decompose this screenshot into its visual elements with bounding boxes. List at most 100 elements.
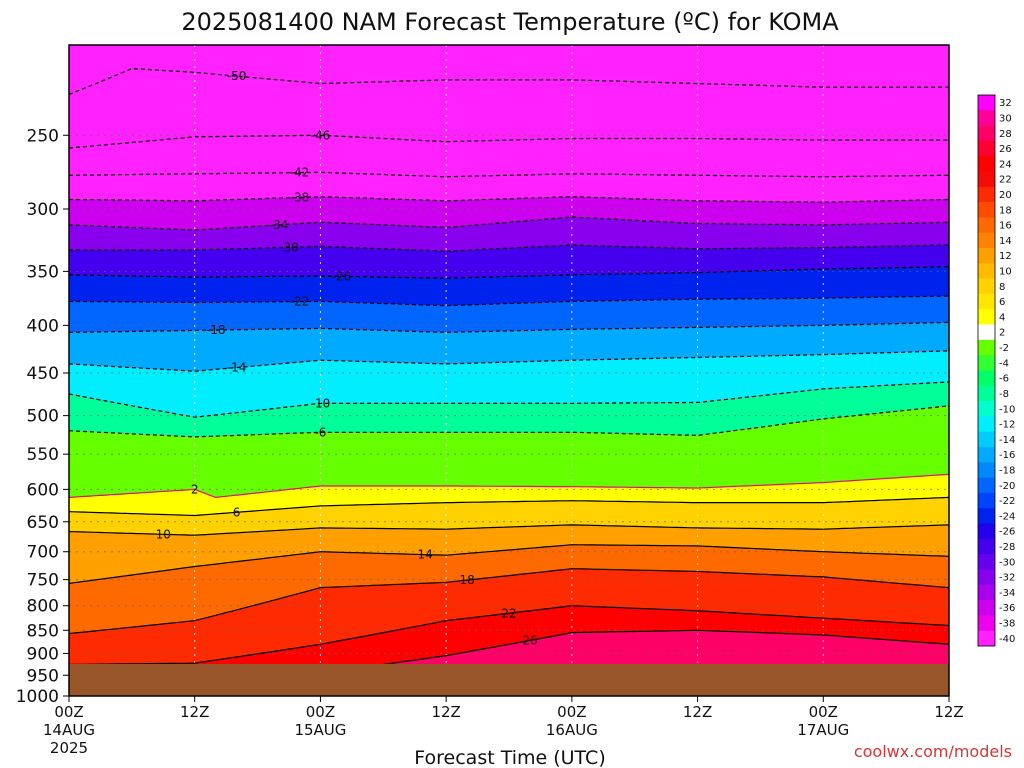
temperature-band	[69, 524, 949, 584]
temperature-band	[69, 350, 949, 418]
isotherm-label: 2	[191, 482, 199, 496]
colorbar-label: 14	[999, 236, 1012, 247]
ground-below-surface	[69, 664, 949, 696]
colorbar-label: -4	[999, 358, 1009, 369]
plot-frame	[68, 44, 950, 697]
isotherm-label: 6	[233, 505, 241, 519]
colorbar-swatch	[978, 523, 995, 540]
temperature-band	[69, 68, 949, 148]
y-tick-label: 500	[27, 407, 59, 427]
x-tick-date: 17AUG	[797, 721, 849, 739]
isotherm-label: -26	[332, 269, 352, 283]
isotherm-line	[69, 568, 949, 635]
colorbar-swatch	[978, 171, 995, 188]
temperature-band	[69, 544, 949, 634]
colorbar-swatch	[978, 186, 995, 203]
colorbar-label: -12	[999, 420, 1015, 431]
colorbar-label: -18	[999, 465, 1015, 476]
colorbar-swatch	[978, 293, 995, 310]
y-tick-label: 950	[27, 666, 59, 686]
colorbar-swatch	[978, 569, 995, 586]
colorbar-swatch	[978, 110, 995, 126]
y-tick-label: 400	[27, 316, 59, 336]
colorbar-swatch	[978, 584, 995, 601]
temperature-band	[69, 217, 949, 252]
chart-title: 2025081400 NAM Forecast Temperature (ºC)…	[181, 8, 839, 36]
y-tick-label: 700	[27, 543, 59, 563]
y-tick-label: 850	[27, 621, 59, 641]
temperature-band	[69, 605, 949, 682]
colorbar-label: -24	[999, 511, 1015, 522]
y-tick-label: 300	[27, 200, 59, 220]
x-tick-year: 2025	[50, 739, 88, 757]
temperature-band	[69, 296, 949, 333]
x-tick-date: 15AUG	[294, 721, 346, 739]
colorbar-swatch	[978, 447, 995, 463]
y-tick-label: 550	[27, 445, 59, 465]
colorbar-swatch	[978, 508, 995, 524]
colorbar-label: 2	[999, 328, 1005, 339]
x-tick-label: 00Z	[809, 703, 838, 721]
temperature-fill-layer	[69, 45, 949, 696]
colorbar-label: -28	[999, 542, 1015, 553]
colorbar-label: 10	[999, 267, 1012, 278]
colorbar-swatch	[978, 263, 995, 279]
isotherm-label: 18	[459, 573, 474, 587]
isotherm-label: -46	[311, 128, 331, 142]
colorbar-label: -10	[999, 404, 1015, 415]
isotherm-label: 26	[522, 633, 537, 647]
colorbar-swatch	[978, 248, 995, 264]
colorbar-swatch	[978, 462, 995, 478]
colorbar-swatch	[978, 630, 995, 647]
colorbar-label: -20	[999, 481, 1015, 492]
temperature-band	[69, 474, 949, 516]
temperature-band	[69, 135, 949, 177]
colorbar-swatch	[978, 125, 995, 142]
isotherm-label: -6	[314, 425, 326, 439]
colorbar-swatch	[978, 278, 995, 295]
y-tick-label: 900	[27, 644, 59, 664]
colorbar-label: 30	[999, 113, 1012, 124]
colorbar-label: 16	[999, 221, 1012, 232]
colorbar-label: 28	[999, 129, 1012, 140]
x-tick-date: 14AUG	[43, 721, 95, 739]
colorbar-label: -32	[999, 573, 1015, 584]
x-tick-label: 12Z	[431, 703, 460, 721]
colorbar-swatch	[978, 324, 995, 341]
colorbar-swatch	[978, 355, 995, 371]
colorbar-label: -36	[999, 603, 1015, 614]
y-tick-label: 1000	[16, 687, 59, 707]
colorbar-label: 24	[999, 159, 1012, 170]
colorbar-label: -16	[999, 450, 1015, 461]
isotherm-line	[69, 473, 949, 499]
colorbar-label: 12	[999, 251, 1012, 262]
isotherm-line	[69, 544, 949, 584]
colorbar-swatch	[978, 309, 995, 325]
isotherm-line	[69, 524, 949, 536]
isotherm-label: -34	[269, 218, 289, 232]
colorbar-swatch	[978, 95, 995, 111]
temperature-band	[69, 245, 949, 279]
isotherm-label: -38	[290, 190, 310, 204]
colorbar-label: -6	[999, 374, 1009, 385]
temperature-band	[69, 196, 949, 230]
x-tick-label: 12Z	[683, 703, 712, 721]
isotherm-label: -50	[227, 69, 247, 83]
isotherm-line	[69, 381, 949, 418]
colorbar-label: 32	[999, 98, 1012, 109]
colorbar-label: 8	[999, 282, 1005, 293]
colorbar-label: 26	[999, 144, 1012, 155]
temperature-band	[69, 322, 949, 372]
colorbar-label: -22	[999, 496, 1015, 507]
colorbar-label: 22	[999, 175, 1012, 186]
temperature-band	[69, 568, 949, 665]
temperature-band	[69, 405, 949, 498]
isotherm-label: 22	[501, 606, 516, 620]
temperature-band	[69, 497, 949, 536]
colorbar-label: 6	[999, 297, 1005, 308]
y-tick-label: 250	[27, 126, 59, 146]
x-tick-label: 00Z	[557, 703, 586, 721]
y-axis: 250 300 350 400 450 500 550 600 650 700 750 800 850 9…	[16, 126, 69, 707]
